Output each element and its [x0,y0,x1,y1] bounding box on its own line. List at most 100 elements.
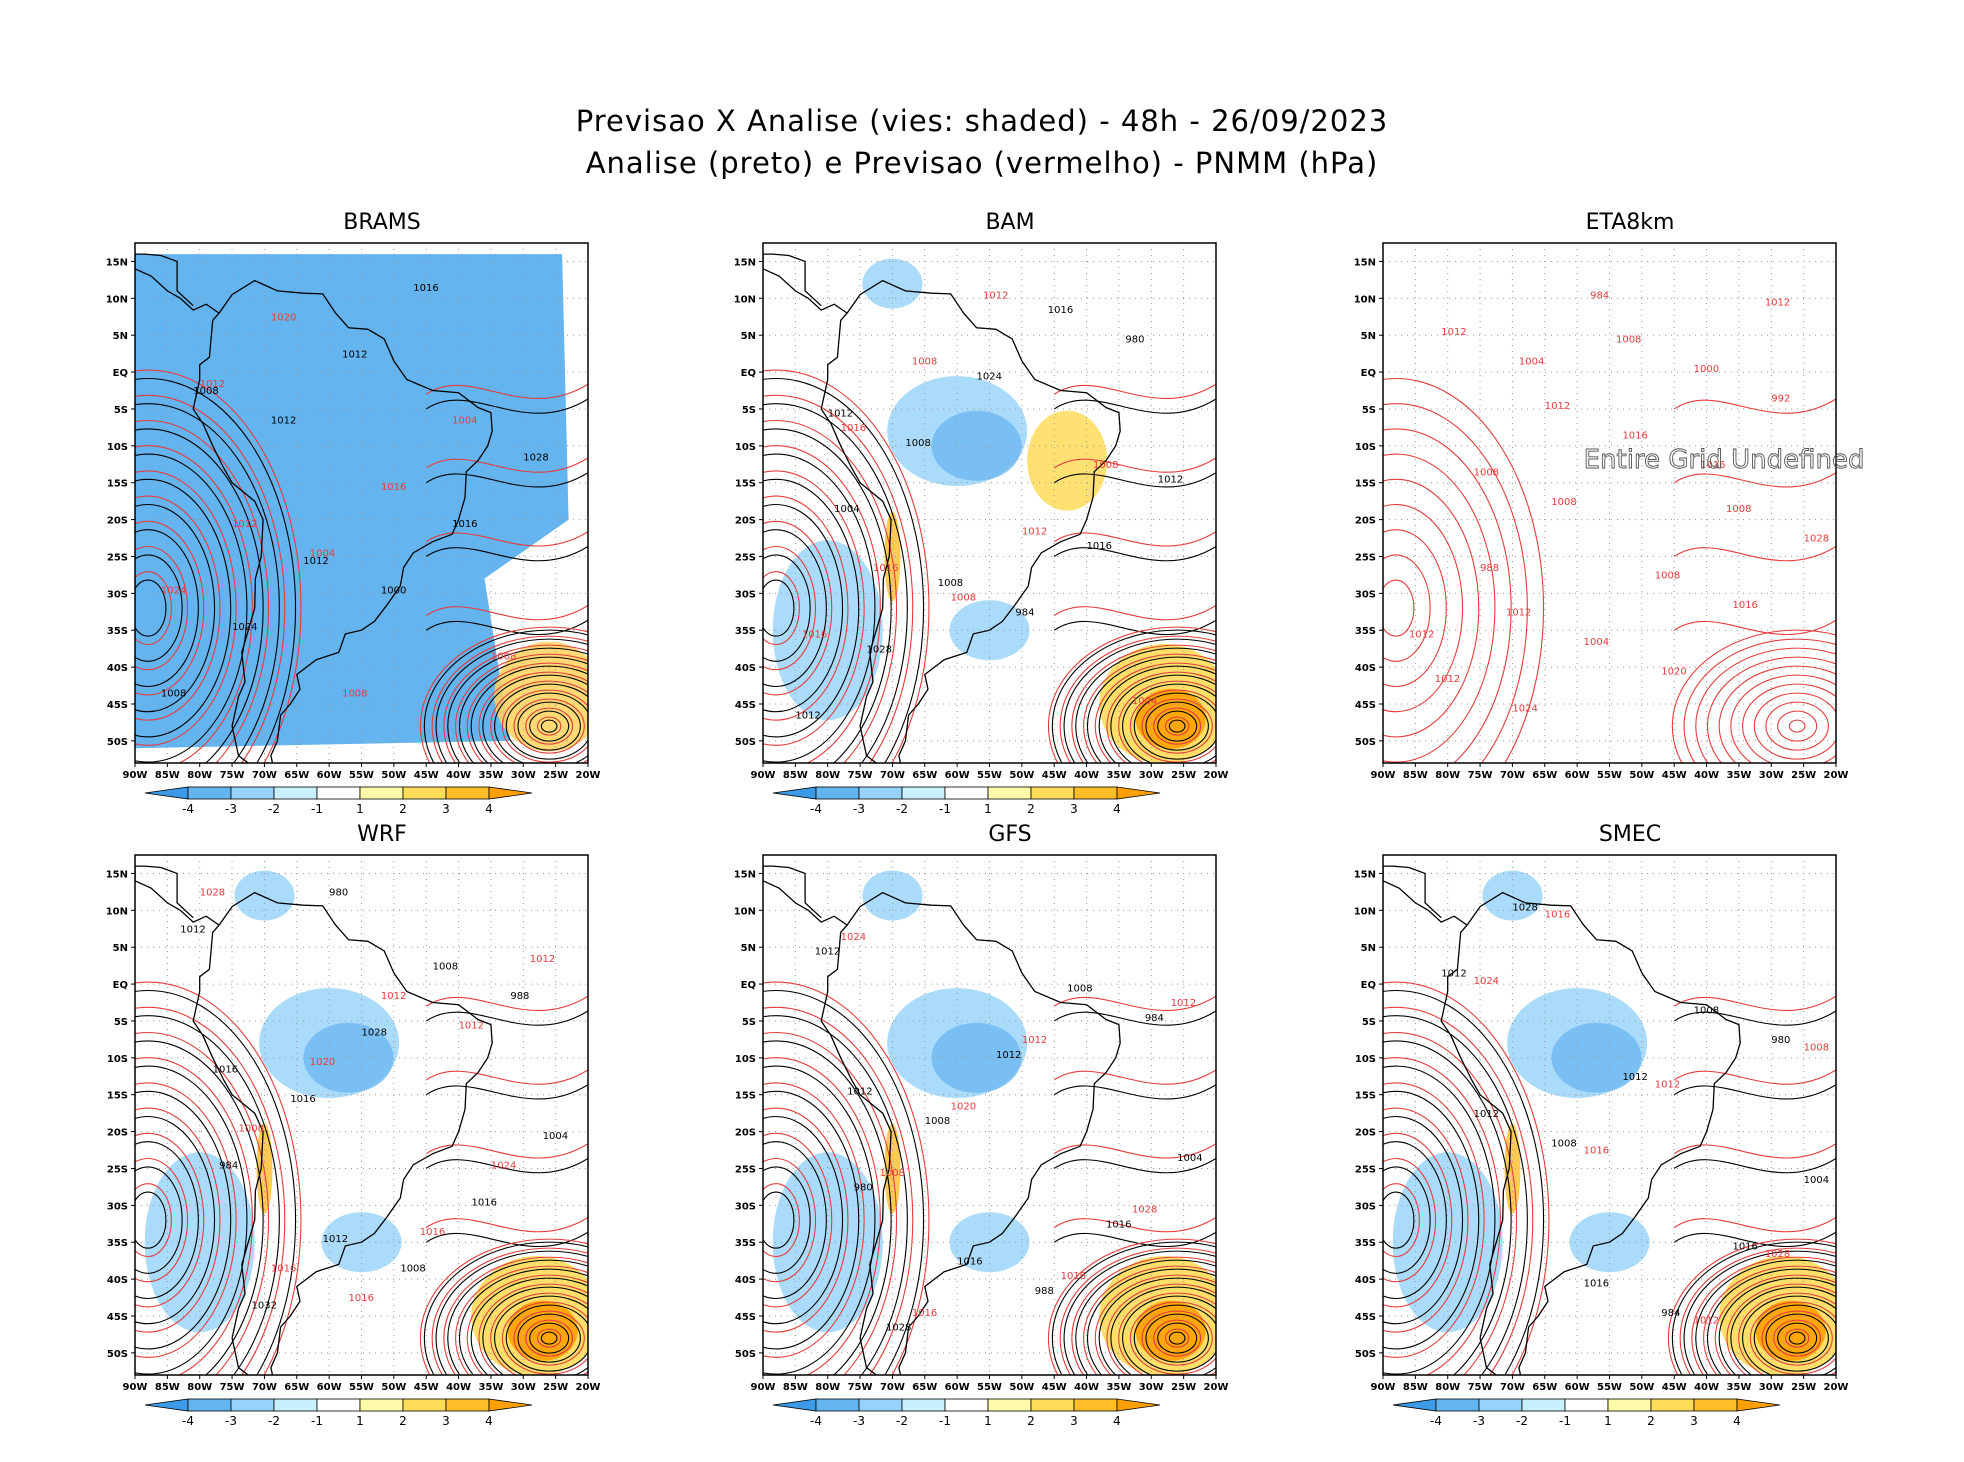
lon-tick-label: 20W [1204,1382,1229,1393]
contour-value-label: 1008 [239,1124,264,1135]
isobar-contour [135,369,302,763]
isobar-contour [763,453,876,763]
isobar-contour [501,1301,588,1375]
contour-value-label: 988 [1480,563,1499,574]
isobar-contour [1053,1084,1216,1100]
isobar-contour [505,1304,588,1372]
lon-tick-label: 45W [1042,1382,1067,1393]
contour-value-label: 1028 [362,1028,387,1039]
isobar-contour [517,701,581,751]
panel-title: BRAMS [343,210,421,235]
isobar-contour [763,1090,860,1350]
map-canvas: 1016 1012 1008 1004 1032 1028 1016 1012 1016 1008… [106,854,600,1428]
contour-value-label: 1004 [452,416,477,427]
panel-title: BAM [985,210,1035,235]
lat-tick-label: 40S [1355,1275,1376,1286]
isobar-contour [1742,1295,1836,1375]
lat-tick-label: 10S [735,442,756,453]
isobar-contour [135,981,302,1375]
contour-value-label: 1008 [433,961,458,972]
lat-tick-label: 20S [735,1128,756,1139]
colorbar-segment [1116,1398,1161,1412]
colorbar-segment [402,1398,447,1412]
bias-shading-negative [772,540,883,721]
colorbar-segment [858,786,903,800]
isobar-contour [135,1090,232,1350]
lon-tick-label: 65W [1532,1382,1557,1393]
isobar-contour [1141,698,1213,754]
colorbar-tick-label: 4 [1733,1414,1741,1428]
colorbar-tick-label: -1 [939,802,951,816]
isobar-contour [1157,710,1198,742]
isobar-contour [1777,710,1818,742]
isobar-contour [1383,1141,1447,1300]
contour-value-label: 1012 [1441,327,1466,338]
lat-tick-label: 5S [1362,405,1376,416]
contour-value-label: 1012 [1506,607,1531,618]
isobar-contour [1168,719,1186,733]
isobar-contour [529,1322,570,1354]
isobar-contour [135,554,183,662]
lon-tick-label: 55W [349,770,374,781]
isobar-contour [763,1107,849,1333]
bias-shading-negative [234,870,295,921]
isobar-contour [135,529,199,688]
isobar-contour [1383,579,1415,637]
contour-value-label: 1016 [1732,600,1757,611]
contour-value-label: 984 [1661,1308,1680,1319]
lon-tick-label: 20W [1204,770,1229,781]
isobar-contour [1145,701,1209,751]
isobar-contour [763,554,811,662]
colorbar-tick-label: -2 [896,802,908,816]
colorbar: -4 -3 -2 -1 1 2 3 4 [772,786,1161,816]
lon-tick-label: 70W [880,1382,905,1393]
isobar-contour [1691,1256,1836,1375]
colorbar-tick-label: 1 [984,802,992,816]
isobar-contour [1683,1250,1836,1375]
lat-tick-label: 30S [107,589,128,600]
lon-tick-label: 45W [414,1382,439,1393]
contour-value-label: 1004 [310,548,335,559]
isobar-contour [482,1286,588,1375]
isobar-contour [1383,554,1431,662]
isobar-contour [1673,1010,1836,1026]
isobar-contour [135,1065,248,1375]
central-america-coastline [763,253,848,314]
contour-value-label: 1016 [1545,910,1570,921]
contour-value-label: 1012 [1545,401,1570,412]
colorbar-tick-label: 3 [1070,1414,1078,1428]
isobar-contour [763,1082,865,1358]
isobar-contour [135,1115,216,1325]
colorbar: -4 -3 -2 -1 1 2 3 4 [144,1398,533,1428]
lon-tick-label: 35W [1106,1382,1131,1393]
colorbar-tick-label: -3 [853,802,865,816]
isobar-contour [1706,1268,1836,1375]
isobar-contour [1118,680,1216,763]
colorbar-tick-label: 2 [1027,1414,1035,1428]
lat-tick-label: 40S [107,1275,128,1286]
colorbar-segment [815,786,860,800]
isobar-contour [431,635,588,763]
isobar-contour [525,1319,574,1357]
lon-tick-label: 50W [381,770,406,781]
isobar-contour [455,653,588,763]
lon-tick-label: 80W [1435,770,1460,781]
isobar-contour [135,1132,205,1308]
lon-tick-label: 35W [1726,770,1751,781]
isobar-contour [1673,1158,1836,1174]
lat-tick-label: 10N [1354,906,1376,917]
isobar-contour [1753,1304,1836,1372]
isobar-contour [1098,665,1216,763]
lat-tick-label: 10S [735,1054,756,1065]
lon-tick-label: 65W [284,770,309,781]
lon-tick-label: 70W [1500,770,1525,781]
panel-gfs: GFS 1012 1016 1008 1004 1028 1012 1016 1012 1008… [720,822,1300,1462]
isobar-contour [1383,1082,1485,1358]
bias-shading-positive [1027,410,1108,511]
lat-tick-label: 15N [734,257,756,268]
contour-value-label: 1008 [1616,335,1641,346]
lon-tick-label: 20W [576,770,601,781]
isobar-contour [135,1107,221,1333]
lon-tick-label: 80W [187,770,212,781]
isobar-contour [135,470,237,746]
